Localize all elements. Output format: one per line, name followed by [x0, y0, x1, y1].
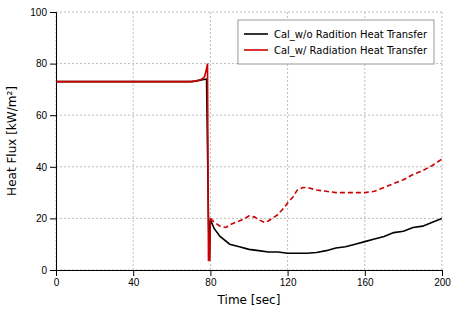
y-tick-label: 100 [30, 7, 47, 18]
x-tick: 40 [128, 270, 140, 288]
grid [56, 12, 442, 270]
y-tick-label: 0 [41, 265, 47, 276]
x-tick-label: 200 [434, 277, 451, 288]
legend-swatch [244, 33, 268, 35]
legend-box [238, 20, 434, 64]
y-grid-line [56, 218, 442, 219]
x-tick: 80 [205, 270, 217, 288]
y-tick-label: 40 [36, 162, 48, 173]
x-tick-mark [365, 270, 366, 276]
y-tick-mark [50, 218, 56, 219]
y-tick: 0 [41, 265, 56, 276]
y-tick-mark [50, 270, 56, 271]
y-tick: 80 [36, 58, 56, 69]
y-axis-title: Heat Flux [kW/m²] [5, 86, 19, 196]
legend-label: Cal_w/o Radition Heat Transfer [274, 29, 428, 41]
legend-swatch [244, 49, 268, 51]
y-tick-mark [50, 167, 56, 168]
x-grid-line [133, 12, 134, 270]
y-tick-label: 80 [36, 58, 48, 69]
y-tick-mark [50, 115, 56, 116]
x-axis: 0 40 80 120 160 200 [54, 270, 452, 288]
x-tick: 120 [280, 270, 297, 288]
y-tick-mark [50, 12, 56, 13]
y-tick-label: 60 [36, 110, 48, 121]
x-tick-mark [133, 270, 134, 276]
y-axis-line [50, 13, 57, 271]
x-axis-title: Time [sec] [217, 293, 281, 307]
x-tick-label: 80 [205, 277, 217, 288]
x-tick-mark [210, 270, 211, 276]
legend-item: Cal_w/ Radiation Heat Transfer [244, 45, 428, 57]
y-grid-line [56, 115, 442, 116]
y-grid-line [56, 12, 442, 13]
chart: 0 40 80 120 160 200 0 20 40 60 80 100 Time [sec] Heat… [0, 0, 458, 312]
series-line [56, 64, 210, 261]
x-tick: 200 [434, 270, 451, 288]
x-tick: 160 [357, 270, 374, 288]
y-tick: 20 [36, 213, 56, 224]
x-tick-mark [288, 270, 289, 276]
legend: Cal_w/o Radition Heat Transfer Cal_w/ Rad… [238, 20, 434, 64]
series-line [56, 79, 442, 261]
x-axis-line [57, 271, 443, 277]
x-grid-line [442, 12, 443, 270]
x-tick-label: 40 [128, 277, 140, 288]
y-axis: 0 20 40 60 80 100 [30, 7, 56, 276]
y-tick: 60 [36, 110, 56, 121]
y-tick: 40 [36, 162, 56, 173]
legend-label: Cal_w/ Radiation Heat Transfer [274, 45, 428, 57]
y-tick-label: 20 [36, 213, 48, 224]
x-tick-label: 0 [54, 277, 60, 288]
plot-area [56, 64, 442, 261]
x-tick-label: 160 [357, 277, 374, 288]
x-tick-label: 120 [280, 277, 297, 288]
series-line [210, 159, 442, 227]
x-tick: 0 [54, 270, 60, 288]
y-tick: 100 [30, 7, 56, 18]
y-tick-mark [50, 64, 56, 65]
legend-item: Cal_w/o Radition Heat Transfer [244, 29, 428, 41]
y-grid-line [56, 166, 442, 167]
x-tick-mark [442, 270, 443, 276]
